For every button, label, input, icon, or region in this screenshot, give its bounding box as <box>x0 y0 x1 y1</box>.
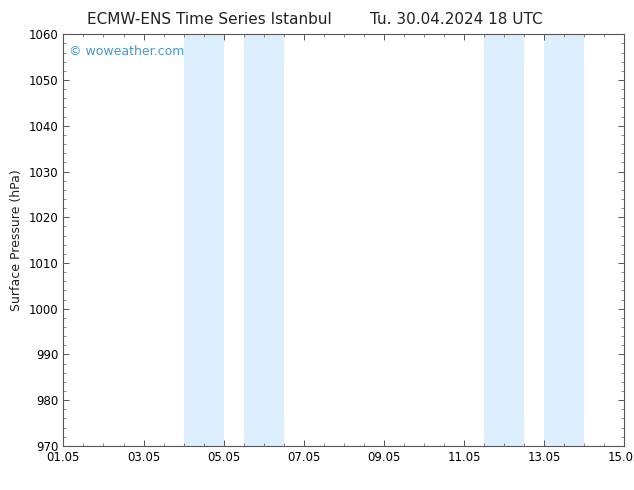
Text: Tu. 30.04.2024 18 UTC: Tu. 30.04.2024 18 UTC <box>370 12 543 27</box>
Bar <box>484 34 524 446</box>
Y-axis label: Surface Pressure (hPa): Surface Pressure (hPa) <box>10 169 23 311</box>
Bar <box>184 34 224 446</box>
Text: ECMW-ENS Time Series Istanbul: ECMW-ENS Time Series Istanbul <box>87 12 332 27</box>
Bar <box>545 34 585 446</box>
Text: © woweather.com: © woweather.com <box>69 45 184 58</box>
Bar <box>243 34 284 446</box>
